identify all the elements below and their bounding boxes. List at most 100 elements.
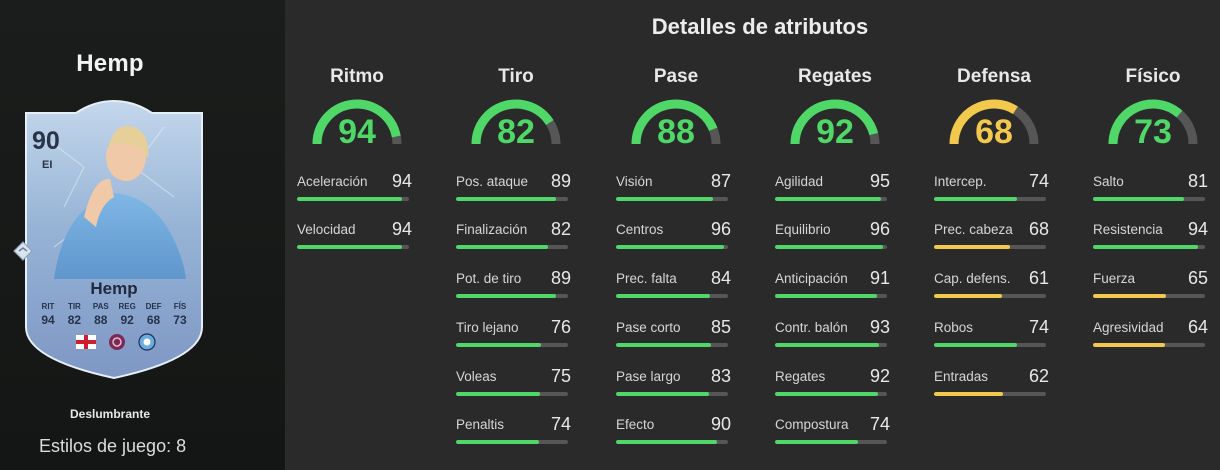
attribute-name: Voleas [456,369,497,384]
attribute-bar-fill [934,392,1004,396]
attribute-bar-fill [775,245,883,249]
attribute-row: Pot. de tiro 89 [456,268,571,301]
attribute-bar-fill [1093,294,1166,298]
attribute-name: Equilibrio [775,222,831,237]
attribute-value: 83 [710,366,731,386]
attribute-bar [775,392,887,396]
attribute-bar-fill [1093,343,1165,347]
attribute-bar [456,440,568,444]
attribute-row: Pase corto 85 [616,317,731,350]
attribute-bar-fill [616,294,711,298]
category-value: 68 [975,113,1013,151]
attribute-bar [775,343,887,347]
attribute-bar [456,392,568,396]
attribute-bar [456,343,568,347]
card-stat: PAS 88 [92,302,109,327]
attribute-bar [775,245,887,249]
card-stat: RIT 94 [41,302,55,327]
category-title: Regates [798,66,872,87]
attribute-bar-fill [934,343,1017,347]
attribute-name: Aceleración [297,174,368,189]
attribute-row: Finalización 82 [456,219,571,252]
attribute-value: 96 [869,219,890,239]
attribute-value: 93 [869,317,890,337]
category-title: Ritmo [330,66,384,87]
attribute-bar [1093,245,1205,249]
card-stat: FÍS 73 [173,302,187,327]
attribute-row: Anticipación 91 [775,268,890,301]
attribute-bar [616,197,728,201]
attribute-bar [934,245,1046,249]
attribute-bar-fill [934,197,1017,201]
attribute-bar [1093,343,1205,347]
attribute-name: Penaltis [456,417,505,432]
attribute-row: Aceleración 94 [297,171,412,204]
attribute-name: Regates [775,369,826,384]
attribute-row: Equilibrio 96 [775,219,890,252]
attribute-value: 89 [550,171,571,191]
attribute-name: Tiro lejano [456,320,519,335]
attribute-name: Pase corto [616,320,681,335]
attribute-bar-fill [456,440,539,444]
attribute-name: Cap. defens. [934,271,1011,286]
attribute-bar [616,294,728,298]
attribute-name: Resistencia [1093,222,1163,237]
attribute-bar-fill [775,294,877,298]
attribute-bar [456,245,568,249]
card-background [25,99,203,380]
attribute-value: 74 [869,414,890,434]
attribute-value: 84 [710,268,731,288]
attribute-bar-fill [1093,197,1184,201]
category-gauge [471,99,561,145]
attribute-value: 74 [1028,171,1049,191]
attribute-bar [456,197,568,201]
category-regates: Regates 92 Agilidad 95 Equilibrio 96 Anticipac… [765,0,905,470]
category-value: 94 [338,113,376,151]
player-card[interactable]: 90 EI Hemp RIT 94 TIR 82 PAS 88 REG 92 DEF 68… [13,97,214,380]
attribute-value: 94 [391,171,412,191]
attribute-bar-fill [616,440,717,444]
card-stat: TIR 82 [67,302,82,327]
attribute-row: Pase largo 83 [616,366,731,399]
attribute-value: 74 [1028,317,1049,337]
attribute-row: Robos 74 [934,317,1049,350]
attribute-row: Resistencia 94 [1093,219,1208,252]
category-value: 82 [497,113,535,151]
attribute-value: 94 [391,219,412,239]
card-position: EI [42,159,53,171]
attribute-row: Salto 81 [1093,171,1208,204]
attribute-bar-fill [456,343,542,347]
attribute-value: 91 [869,268,890,288]
attribute-bar [616,245,728,249]
attribute-name: Prec. cabeza [934,222,1013,237]
card-stats: RIT 94 TIR 82 PAS 88 REG 92 DEF 68 FÍS 73 [36,302,192,327]
attribute-row: Intercep. 74 [934,171,1049,204]
attribute-value: 62 [1028,366,1049,386]
attribute-bar [934,343,1046,347]
attribute-bar-fill [934,294,1003,298]
attribute-bar-fill [456,197,556,201]
attribute-bar [934,392,1046,396]
category-gauge [790,99,880,145]
card-stat: REG 92 [118,302,136,327]
attribute-bar-fill [775,197,882,201]
attribute-bar-fill [775,392,879,396]
attribute-row: Pos. ataque 89 [456,171,571,204]
attribute-value: 61 [1028,268,1049,288]
page-title: Detalles de atributos [651,14,869,39]
playstyles-count[interactable]: Estilos de juego: 8 [39,436,187,456]
attribute-name: Salto [1093,174,1124,189]
england-flag-icon [76,335,96,349]
attribute-bar-fill [616,197,714,201]
attribute-row: Entradas 62 [934,366,1049,399]
attribute-name: Agilidad [775,174,824,189]
gauge-fill [949,99,1018,145]
club-crest-icon [138,333,156,351]
attribute-name: Intercep. [934,174,987,189]
category-ritmo: Ritmo 94 Aceleración 94 Velocidad 94 [287,0,427,470]
league-badge-icon [109,334,125,350]
attribute-value: 82 [550,219,571,239]
attribute-row: Efecto 90 [616,414,731,447]
attribute-value: 92 [869,366,890,386]
attribute-bar [456,294,568,298]
